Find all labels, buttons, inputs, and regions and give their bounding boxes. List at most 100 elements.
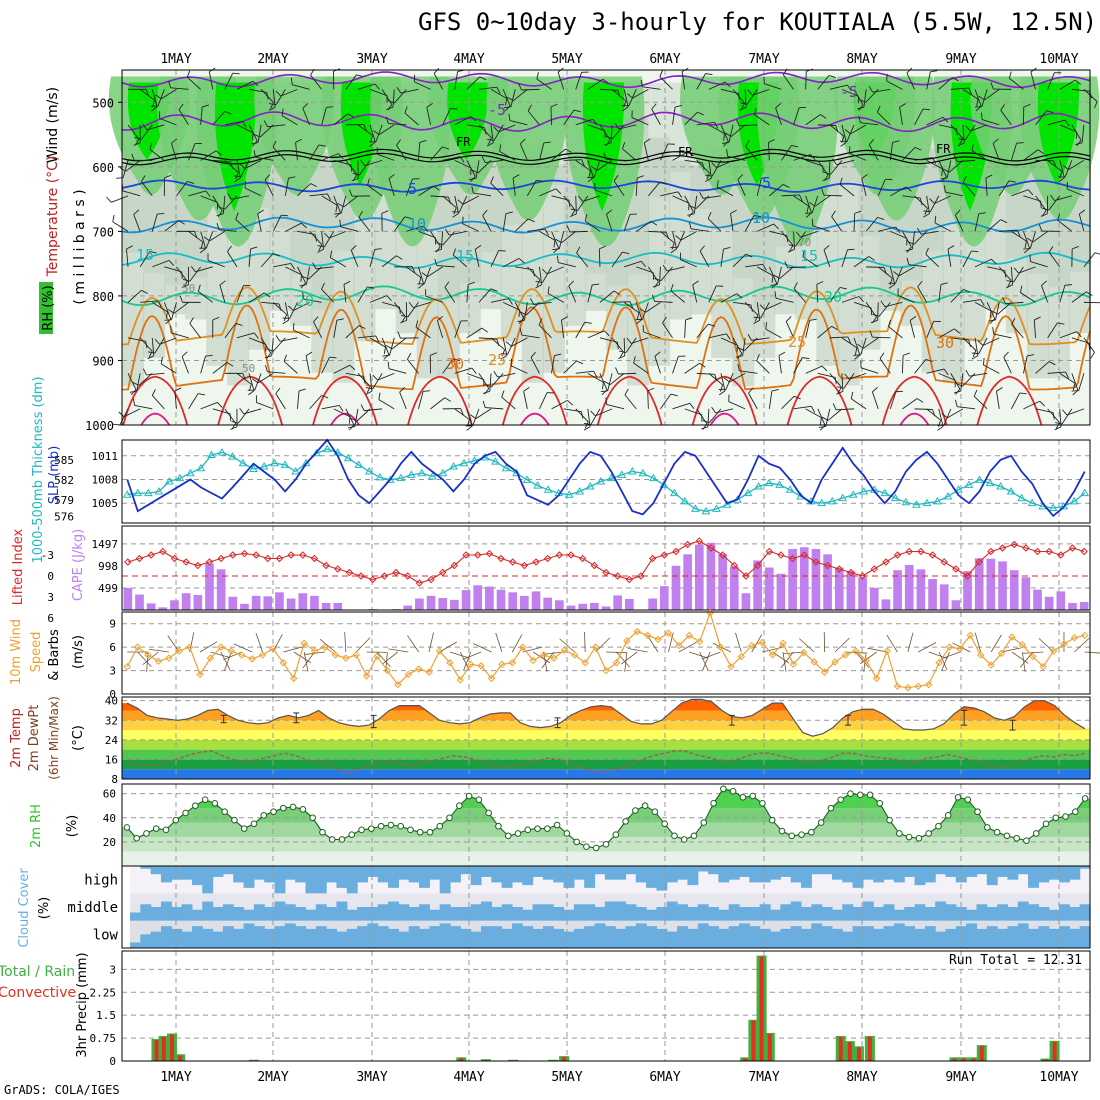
wind-barb — [817, 124, 836, 126]
wind-barb — [248, 248, 252, 267]
wind-barb — [310, 74, 323, 90]
cloud-bar-high — [594, 866, 606, 875]
bottom-day-label: 8MAY — [846, 1070, 877, 1085]
lifted-index-marker — [357, 572, 365, 580]
cape-bar — [321, 602, 331, 610]
temp-band — [122, 749, 1090, 760]
wind-barb — [404, 112, 419, 126]
wind-barb-flag — [419, 139, 427, 143]
wind-barb-flag — [1057, 213, 1061, 221]
wind-barb — [308, 266, 322, 280]
wind-barb — [708, 373, 723, 386]
thickness-tick-label: 576 — [54, 510, 74, 523]
precip-frame — [121, 950, 1091, 1062]
wind-barb — [160, 363, 177, 374]
wind-speed-marker — [529, 656, 537, 665]
cloud-bar-middle — [749, 907, 761, 921]
temp-contour-35 — [122, 375, 189, 426]
temp-contour-40 — [140, 412, 170, 426]
wind-barb — [154, 337, 165, 354]
wind-barb-flag — [1090, 352, 1095, 359]
wind-barb — [514, 302, 525, 319]
cape-bar — [520, 595, 529, 610]
wind10-frame — [121, 611, 1091, 695]
wind-barb-flag — [619, 351, 624, 359]
wind-barb — [473, 192, 492, 197]
rh-region-saturated — [1037, 82, 1080, 186]
wind-barb — [303, 298, 322, 303]
wind-barb-10m — [974, 632, 982, 653]
wind-barb — [1011, 189, 1029, 197]
wind-barb-flag — [264, 355, 272, 359]
lifted-index-marker — [450, 561, 459, 570]
li-tick-label: -3 — [41, 549, 54, 562]
lifted-index-marker — [963, 572, 972, 580]
wind-barb — [442, 195, 457, 209]
thickness-marker — [1080, 488, 1090, 497]
wind-barb-flag — [386, 295, 392, 302]
cloud-bar-high — [739, 866, 750, 877]
wind-barb — [454, 367, 473, 374]
lifted-index-marker — [1057, 551, 1065, 559]
cape-bar — [473, 585, 483, 610]
cloud-bar-middle — [594, 907, 606, 921]
cloud-bar-high — [780, 866, 792, 877]
wind-barb-10m — [319, 638, 336, 653]
cloud-bar-middle — [677, 904, 689, 921]
cloud-bar-high — [150, 866, 162, 875]
wind-barb — [1047, 72, 1055, 90]
wind-barb-flag — [955, 209, 961, 216]
wind-barb-flag — [778, 351, 786, 356]
pressure-tick-label: 800 — [92, 290, 114, 304]
wind-barb-flag — [821, 416, 829, 421]
wind-barb-flag — [1072, 246, 1079, 250]
wind-speed-marker — [373, 652, 381, 661]
cloud-bar-middle — [212, 907, 224, 921]
wind-barb-flag — [535, 280, 543, 283]
wind-barb — [462, 195, 480, 205]
cloud-bar-high — [625, 866, 637, 875]
cloud-bar-low — [584, 926, 596, 948]
wind-barb — [793, 195, 809, 207]
wind-barb-flag — [518, 83, 522, 91]
wind-barb — [381, 89, 393, 105]
cloud-row-label: high — [84, 873, 118, 889]
wind-barb — [499, 150, 516, 161]
wind-barb-10m — [886, 634, 898, 653]
wind-barb — [200, 150, 217, 161]
wind-barb-flag — [592, 283, 600, 286]
cloud-bar-middle — [646, 909, 658, 921]
wind-speed-marker — [550, 654, 558, 662]
wind-barb — [1023, 149, 1039, 161]
cloud-bar-middle — [460, 907, 472, 921]
wind-barb-flag — [165, 311, 168, 319]
wind-barb-flag — [232, 72, 240, 75]
wind-barb — [254, 373, 262, 391]
wind-barb — [1071, 337, 1090, 344]
wind-barb-flag — [366, 386, 371, 394]
cloud-bar-middle — [635, 907, 647, 921]
wind-barb — [622, 148, 637, 161]
wind-barb-flag — [194, 231, 198, 239]
rh-marker — [690, 832, 698, 840]
wind-barb-flag — [941, 413, 948, 419]
cloud-bar-low — [212, 931, 224, 948]
cloud-bar-high — [274, 866, 286, 894]
wind-barb-flag — [880, 300, 886, 307]
rh-marker — [651, 808, 659, 816]
cape-bar — [881, 599, 891, 610]
wind-barb-flag — [164, 174, 172, 179]
wind-barb-flag — [299, 284, 307, 287]
wind-barb — [321, 404, 340, 410]
wind-barb — [841, 124, 847, 143]
wind-barb-flag — [929, 198, 935, 204]
cloud-bar-low — [377, 926, 389, 948]
wind-barb — [1047, 408, 1060, 423]
thickness-marker — [217, 447, 227, 456]
cloud-bar-high — [491, 866, 503, 883]
wind-barb — [950, 124, 963, 139]
wind-barb — [781, 194, 800, 197]
wind-barb — [684, 408, 702, 416]
wind10-axis-label-a: 10m Wind — [9, 619, 24, 685]
bottom-day-label: 5MAY — [551, 1070, 582, 1085]
